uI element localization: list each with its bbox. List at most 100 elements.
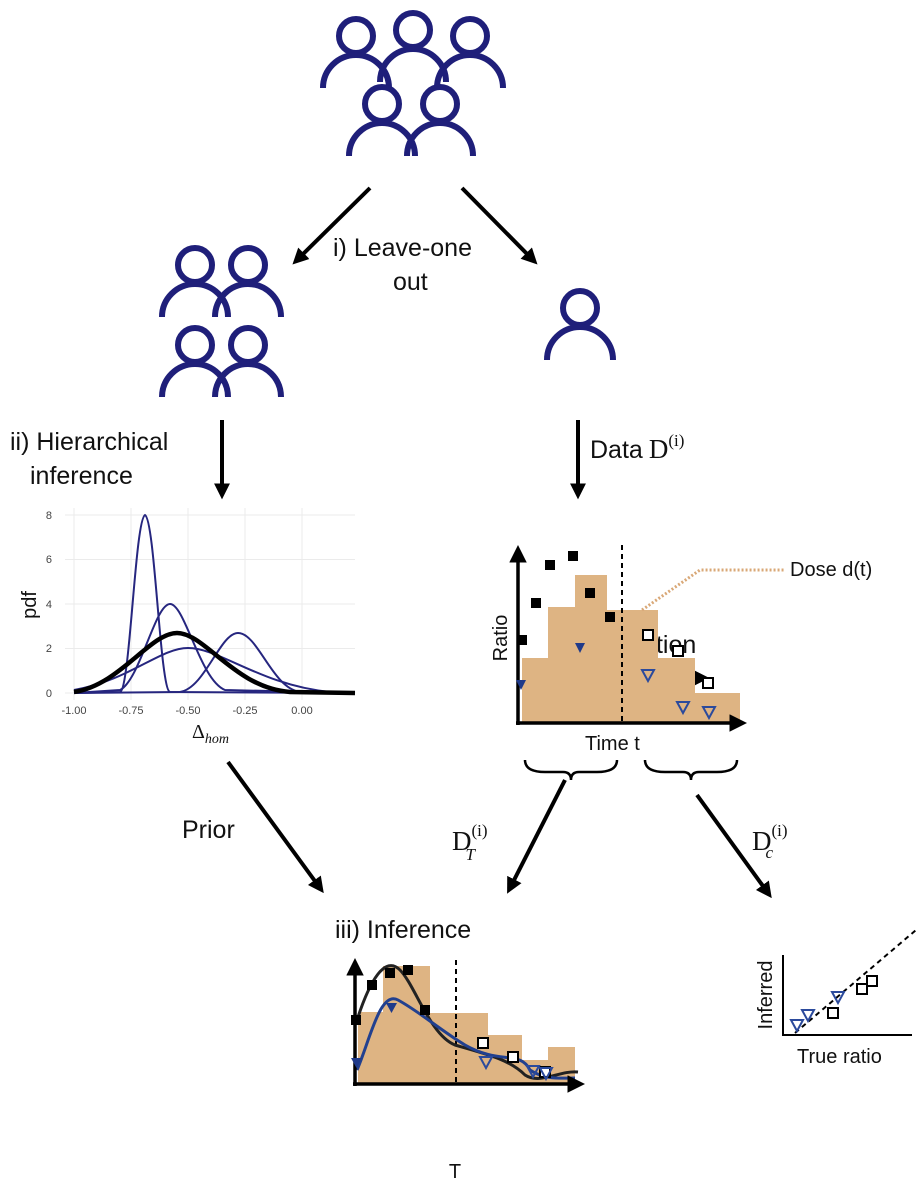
test-data-label: D(i) c	[752, 821, 788, 862]
arrows-line	[226, 760, 324, 894]
pdf-plot-g-path	[73, 602, 356, 694]
inference-plot-g-rect	[385, 968, 395, 978]
population-group	[323, 13, 503, 156]
label: -0.25	[232, 705, 257, 717]
label: Δ	[192, 721, 205, 743]
validation-plot-g-path	[830, 991, 846, 1006]
train-data-label: D(i) T	[452, 821, 488, 864]
population-group-use	[380, 13, 446, 82]
inference-plot: T	[346, 958, 585, 1183]
step-label: i) Leave-one	[333, 234, 472, 262]
label: Ratio	[490, 615, 512, 662]
label: T	[449, 1161, 461, 1183]
pdf-plot-g-path	[73, 646, 356, 694]
validation-plot: Inferred True ratio	[755, 929, 917, 1068]
step-label: iii) Inference	[335, 916, 471, 944]
inference-plot-g-rect	[351, 1015, 361, 1025]
validation-plot-g-path	[800, 1009, 816, 1024]
data-plot-g-rect	[702, 677, 714, 689]
validation-plot-g-path	[789, 1019, 805, 1034]
data-plot-g-rect	[605, 612, 615, 622]
population-group-use	[407, 87, 473, 156]
prior-label: Prior	[182, 816, 235, 844]
x-label: Δhom	[192, 721, 229, 747]
inference-plot-g-rect	[477, 1037, 489, 1049]
data-plot-g-path	[575, 643, 585, 653]
label: Inferred	[755, 961, 777, 1030]
inference-plot-g-rect	[367, 980, 377, 990]
data-label: Data D(i)	[590, 431, 684, 464]
data-plot: Ratio Time t Dose d(t)	[490, 545, 872, 781]
validation-plot-g	[789, 991, 846, 1034]
data-plot-g-path	[516, 680, 526, 690]
label: (i)	[772, 821, 788, 840]
label: hom	[205, 732, 229, 747]
label: c	[766, 843, 774, 862]
data-plot-path	[643, 759, 739, 781]
training-group	[162, 248, 281, 397]
label: 0	[46, 688, 52, 700]
step-label: ii) Hierarchical	[10, 428, 168, 456]
label: Data	[590, 436, 643, 464]
data-plot-g-rect	[517, 635, 527, 645]
label: 6	[46, 554, 52, 566]
data-plot-g-rect	[585, 588, 595, 598]
label: -1.00	[61, 705, 86, 717]
pdf-plot: 8 6 4 2 0 -1.00 -0.75 -0.50 -0.25 0.00 p…	[19, 508, 356, 747]
inference-plot-g-path	[538, 1067, 554, 1082]
label: -0.75	[118, 705, 143, 717]
data-plot-g	[642, 629, 714, 689]
inference-plot-g	[478, 1056, 554, 1082]
inference-plot-g-rect	[420, 1005, 430, 1015]
pdf-plot-path	[73, 630, 356, 696]
inference-plot-g	[351, 965, 430, 1025]
data-plot-g-rect	[672, 645, 684, 657]
data-plot-g	[640, 669, 717, 721]
data-plot-g-rect	[642, 629, 654, 641]
left-out-person	[547, 291, 613, 360]
data-plot-g-rect	[545, 560, 555, 570]
inference-plot-g-path	[386, 1003, 397, 1013]
step-label: inference	[30, 462, 133, 490]
label: 8	[46, 510, 52, 522]
label: 4	[46, 599, 52, 611]
data-plot-g-rect	[568, 551, 578, 561]
validation-plot-polyline	[782, 955, 912, 1036]
population-group-use	[349, 87, 415, 156]
inference-plot-g-path	[351, 1058, 362, 1068]
arrows-line	[460, 186, 538, 265]
inference-plot-g-rect	[507, 1051, 519, 1063]
arrows-line	[695, 793, 772, 899]
data-plot-polyline	[641, 568, 785, 612]
pdf-plot-g-path	[73, 631, 356, 694]
label: D	[452, 826, 472, 856]
label: 0.00	[291, 705, 312, 717]
left-out-person-use	[547, 291, 613, 360]
validation-plot-g	[827, 975, 878, 1019]
data-plot-g-path	[701, 706, 717, 721]
data-plot-path	[522, 575, 740, 722]
validation-plot-line	[794, 929, 917, 1034]
label: -0.50	[175, 705, 200, 717]
data-plot-g-path	[640, 669, 656, 684]
label: True ratio	[797, 1046, 882, 1068]
label: (i)	[668, 431, 684, 450]
arrows-line	[507, 779, 567, 894]
inference-plot-g-path	[525, 1065, 541, 1080]
label: Time t	[585, 733, 640, 755]
arrows	[214, 186, 772, 899]
inference-plot-g-path	[478, 1056, 494, 1071]
label: T	[466, 845, 477, 864]
inference-plot-g	[351, 1003, 397, 1068]
data-plot-g	[517, 551, 615, 645]
validation-plot-g-rect	[856, 983, 868, 995]
inference-plot-g-rect	[403, 965, 413, 975]
data-plot-g	[516, 643, 585, 690]
label: D	[649, 434, 669, 464]
data-plot-g-path	[675, 701, 691, 716]
data-plot-g-rect	[531, 598, 541, 608]
label: 2	[46, 643, 52, 655]
label: Dose d(t)	[790, 559, 872, 581]
